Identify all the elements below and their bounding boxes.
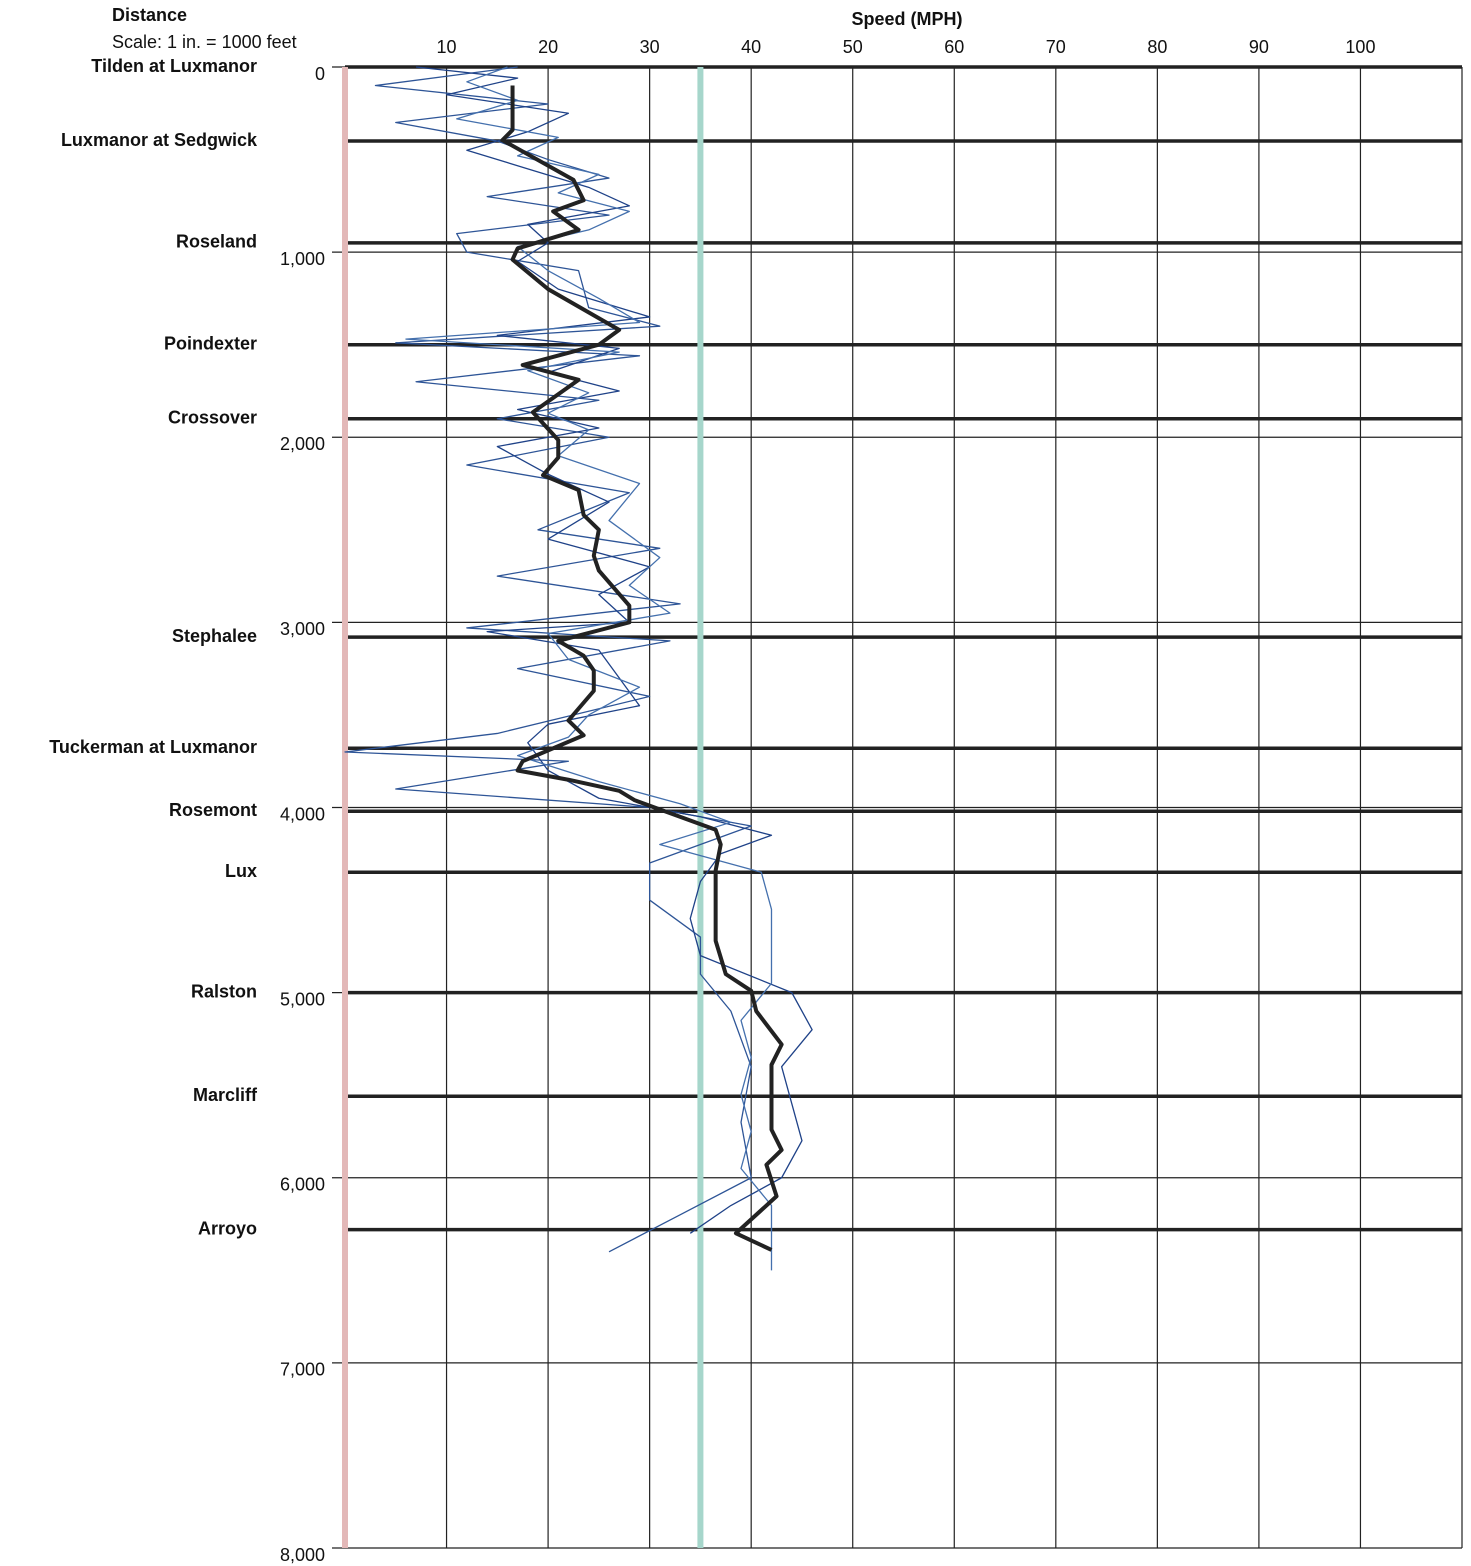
y-tick-label: 0 — [315, 64, 325, 84]
cross-street-label: Crossover — [168, 407, 257, 427]
y-tick-label: 3,000 — [280, 619, 325, 639]
chart-title: Speed (MPH) — [851, 9, 962, 29]
cross-street-label: Marcliff — [193, 1085, 258, 1105]
cross-street-label: Luxmanor at Sedgwick — [61, 130, 258, 150]
x-tick-label: 70 — [1046, 37, 1066, 57]
y-tick-label: 6,000 — [280, 1175, 325, 1195]
y-tick-label: 2,000 — [280, 434, 325, 454]
cross-street-label: Rosemont — [169, 800, 257, 820]
y-tick-label: 1,000 — [280, 249, 325, 269]
x-tick-label: 60 — [944, 37, 964, 57]
cross-street-label: Arroyo — [198, 1218, 257, 1238]
y-axis-subtitle: Scale: 1 in. = 1000 feet — [112, 32, 297, 52]
x-tick-label: 90 — [1249, 37, 1269, 57]
x-tick-label: 20 — [538, 37, 558, 57]
x-tick-label: 40 — [741, 37, 761, 57]
cross-street-label: Stephalee — [172, 626, 257, 646]
x-tick-label: 50 — [843, 37, 863, 57]
y-tick-label: 4,000 — [280, 804, 325, 824]
cross-street-label: Tuckerman at Luxmanor — [49, 737, 257, 757]
cross-street-label: Poindexter — [164, 333, 257, 353]
cross-street-label: Lux — [225, 861, 257, 881]
x-tick-label: 80 — [1147, 37, 1167, 57]
speed-run-line — [405, 66, 773, 1271]
x-tick-label: 10 — [437, 37, 457, 57]
y-axis-title: Distance — [112, 5, 187, 25]
speed-run-line — [500, 85, 784, 1252]
x-tick-label: 100 — [1345, 37, 1375, 57]
y-tick-label: 8,000 — [280, 1545, 325, 1565]
cross-street-label: Ralston — [191, 981, 257, 1001]
cross-street-label: Roseland — [176, 232, 257, 252]
y-tick-label: 5,000 — [280, 989, 325, 1009]
x-tick-label: 30 — [640, 37, 660, 57]
cross-street-label: Tilden at Luxmanor — [91, 56, 257, 76]
y-tick-label: 7,000 — [280, 1360, 325, 1380]
